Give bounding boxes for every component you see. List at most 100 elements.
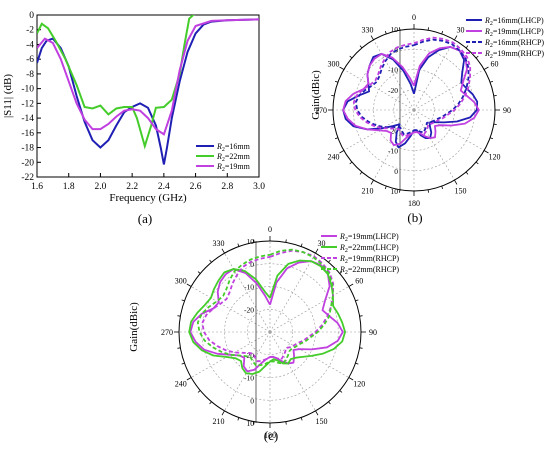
- polar-b-angle-tick: [384, 30, 387, 35]
- polar-b-angle-tick: [359, 171, 363, 175]
- polar-c-angle-tick: [359, 315, 363, 317]
- polar-c-radial-tick-lower: 10: [247, 419, 255, 428]
- polar-b-angle-tick: [493, 95, 497, 97]
- polar-c-grid-spoke: [269, 253, 316, 333]
- s11-y-tick-label: -6: [26, 55, 34, 65]
- s11-y-tick-label: -10: [21, 85, 34, 95]
- s11-x-ticks: 1.6 1.8 2.0 2.2 2.4 2.6 2.8 3.0: [31, 173, 265, 192]
- panel-label-c: (c): [264, 428, 278, 443]
- polar-c-angle-tick: [209, 401, 212, 405]
- s11-x-tick-label: 2.8: [221, 182, 233, 192]
- polar-c-radial-tick-lower: -20: [244, 351, 254, 360]
- polar-c-angle-tick: [300, 417, 303, 421]
- polar-c-angle-tick: [197, 271, 201, 274]
- polar-c-angle-tick: [300, 243, 303, 247]
- polar-c-angle-label: 300: [175, 277, 187, 286]
- polar-c-legend-label-1: R2=22mm(LHCP): [339, 243, 399, 254]
- polar-c-series-line-2: [201, 249, 335, 363]
- polar-b-angle-tick: [475, 161, 479, 165]
- polar-c-legend-label-3: R2=22mm(RHCP): [339, 265, 399, 276]
- s11-x-tick-label: 3.0: [253, 182, 265, 192]
- polar-c-angle-label: 180: [264, 431, 276, 440]
- s11-x-tick-label: 2.6: [190, 182, 202, 192]
- polar-b-angle-label: 60: [491, 60, 499, 69]
- polar-c-grid-spoke: [224, 253, 271, 333]
- polar-b-angle-tick: [483, 150, 489, 154]
- polar-c-angle-tick: [348, 283, 354, 287]
- polar-c-angle-tick: [186, 283, 192, 287]
- s11-y-tick-label: -14: [21, 114, 34, 124]
- polar-c-angle-tick: [285, 421, 287, 425]
- polar-c-legend: R2=19mm(LHCP)R2=22mm(LHCP)R2=19mm(RHCP)R…: [321, 232, 399, 276]
- s11-y-tick-label: -2: [26, 26, 34, 36]
- polar-c-angle-tick: [355, 299, 359, 302]
- polar-b-angle-tick: [334, 137, 339, 140]
- polar-c-angle-tick: [177, 347, 181, 349]
- polar-c-angle-tick: [315, 410, 319, 416]
- polar-b-legend-label-2: R2=16mm(RHCP): [484, 38, 544, 49]
- polar-c-angle-tick: [355, 362, 359, 365]
- polar-c-series-line-1: [188, 259, 346, 375]
- polar-c-angle-tick: [339, 390, 343, 393]
- polar-c-angle-tick: [253, 239, 255, 243]
- polar-b-grid-spoke: [413, 109, 485, 151]
- polar-c-angle-tick: [221, 410, 225, 416]
- polar-c-angle-label: 270: [161, 328, 173, 337]
- polar-c-angle-tick: [177, 315, 181, 317]
- s11-y-tick-label: -8: [26, 70, 34, 80]
- polar-b-legend-label-0: R2=16mm(LHCP): [484, 16, 544, 27]
- s11-x-axis-label: Frequency (GHz): [109, 192, 187, 204]
- polar-c-angle-tick: [197, 390, 201, 393]
- s11-x-tick-label: 2.0: [94, 182, 106, 192]
- polar-c-angle-tick: [315, 248, 319, 254]
- s11-y-tick-label: -12: [21, 99, 34, 109]
- polar-c-angle-tick: [348, 377, 354, 381]
- polar-c-radial-tick-lower: 0: [250, 396, 254, 405]
- s11-legend-label-0: R2=16mm: [216, 142, 251, 153]
- polar-c-grid-ring: [246, 308, 294, 356]
- polar-c-angle-label: 90: [369, 328, 377, 337]
- polar-c-angle-tick: [209, 259, 212, 263]
- polar-b-angle-tick: [489, 80, 494, 83]
- polar-b-angle-label: 0: [412, 13, 416, 22]
- s11-x-tick-label: 1.6: [31, 182, 43, 192]
- s11-chart: 0 -2 -4 -6 -8 -10 -12 -14 -16 -18 -20 -22 1.6 1.8 2.0…: [2, 11, 265, 226]
- s11-y-tick-label: -18: [21, 144, 34, 154]
- polar-b-angle-tick: [483, 66, 489, 70]
- polar-c-angle-tick: [186, 377, 192, 381]
- polar-b-angle-tick: [427, 27, 429, 31]
- s11-y-tick-label: -4: [26, 40, 34, 50]
- polar-b-angle-tick: [370, 179, 374, 185]
- polar-b-angle-tick: [331, 123, 335, 125]
- polar-c-angle-label: 0: [268, 225, 272, 234]
- polar-c-angle-tick: [237, 243, 240, 247]
- polar-c-radial-tick-upper: 0: [250, 260, 254, 269]
- s11-legend-label-1: R2=22mm: [216, 152, 251, 163]
- s11-legend-label-2: R2=19mm: [216, 162, 251, 173]
- polar-c-angle-label: 30: [318, 239, 326, 248]
- polar-b-angle-tick: [384, 185, 387, 190]
- polar-c-legend-label-2: R2=19mm(RHCP): [339, 254, 399, 265]
- polar-b-angle-label: 210: [362, 187, 374, 196]
- s11-y-tick-label: 0: [29, 11, 34, 21]
- polar-b-angle-label: 180: [408, 199, 420, 208]
- polar-b-y-axis-label: Gain(dBic): [310, 70, 322, 120]
- s11-series-line-2: [37, 18, 259, 136]
- polar-b-radial-tick-lower: 10: [391, 187, 399, 196]
- polar-b-angle-tick: [441, 185, 444, 190]
- polar-c-legend-label-0: R2=19mm(LHCP): [339, 232, 399, 243]
- polar-c-grid-spoke: [269, 331, 316, 411]
- s11-series: [37, 15, 259, 165]
- polar-c-grid-spoke: [269, 286, 349, 333]
- polar-b-angle-tick: [339, 66, 345, 70]
- s11-y-tick-label: -20: [21, 158, 34, 168]
- polar-b-angle-tick: [454, 179, 458, 185]
- polar-c-angle-tick: [328, 401, 331, 405]
- polar-c-angle-tick: [328, 259, 331, 263]
- polar-b-angle-tick: [493, 123, 497, 125]
- polar-b-angle-tick: [427, 189, 429, 193]
- polar-c-series: [188, 248, 346, 375]
